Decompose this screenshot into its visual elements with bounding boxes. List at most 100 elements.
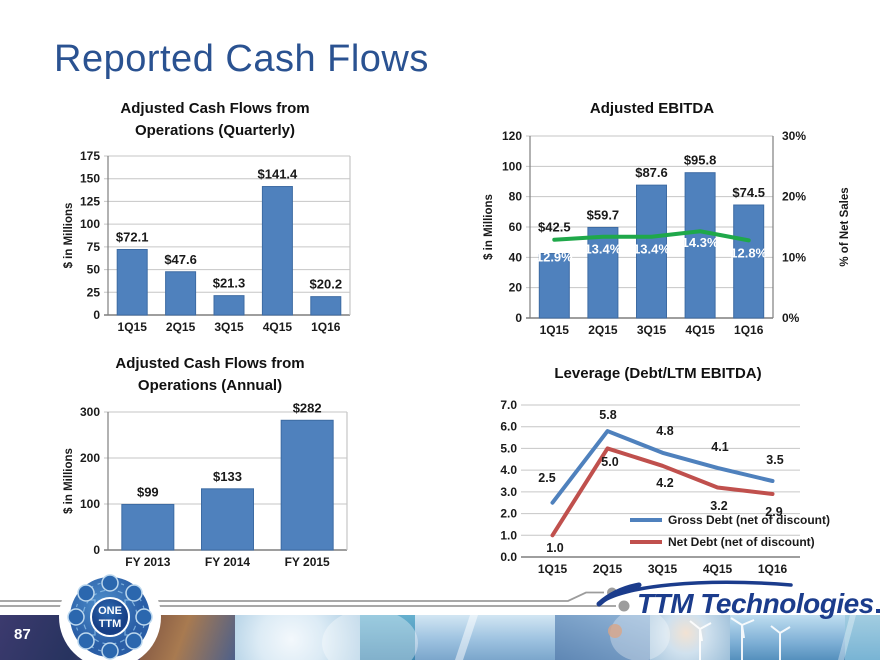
bar <box>684 172 716 319</box>
x-category-label: 4Q15 <box>703 562 733 576</box>
legend-label: Net Debt (net of discount) <box>668 535 815 549</box>
badge-text-ttm: TTM <box>99 618 122 630</box>
chart-cash-flows-annual: 0 100 200 300 Adjusted Cash Flows from Operat… <box>60 350 400 585</box>
y-tick-label: 0 <box>93 308 100 322</box>
y-tick-label: 175 <box>80 149 100 163</box>
line-value-label: 14.3% <box>682 235 719 250</box>
y-tick-label: 125 <box>80 194 100 208</box>
photo-collage <box>0 615 880 660</box>
bar-value-label: $133 <box>213 469 242 484</box>
bar <box>116 248 148 316</box>
point-value-label: 5.0 <box>601 455 618 469</box>
bar <box>280 419 334 551</box>
bar-value-label: $74.5 <box>732 185 765 200</box>
bar <box>121 503 175 551</box>
bar <box>165 271 197 316</box>
bar <box>213 295 245 316</box>
y-tick-label: 25 <box>87 285 101 299</box>
series-line <box>550 446 775 538</box>
adjusted-ebitda-svg: 0 20 40 60 80 100 120 Adjusted EBITDA 1Q15 2Q15 3Q… <box>483 100 851 337</box>
line-value-label: 13.4% <box>584 242 621 257</box>
collage-segment <box>360 615 415 660</box>
y2-axis-title: % of Net Sales <box>839 187 851 266</box>
y-tick-label: 20 <box>509 281 523 295</box>
y-tick-label: 100 <box>502 159 522 173</box>
trace-dot-lower <box>618 600 630 612</box>
x-category-label: 4Q15 <box>685 323 715 337</box>
chart-title: Operations (Annual) <box>138 377 282 394</box>
y-tick-label: 0 <box>515 311 522 325</box>
point-value-label: 4.1 <box>711 440 728 454</box>
y-tick-label: 200 <box>80 451 100 465</box>
x-category-label: 1Q16 <box>758 562 788 576</box>
bar-value-label: $282 <box>293 400 322 415</box>
y-tick-label: 75 <box>87 240 101 254</box>
y-tick-label: 5.0 <box>500 441 517 455</box>
y-tick-label: 4.0 <box>500 463 517 477</box>
bar-value-label: $21.3 <box>213 276 246 291</box>
y-tick-label: 60 <box>509 220 523 234</box>
cash-flows-quarterly-svg: 0 25 50 75 100 125 150 175 Adjusted Cash Flows f… <box>63 100 351 334</box>
y-tick-label: 120 <box>502 129 522 143</box>
bar-value-label: $72.1 <box>116 229 149 244</box>
x-category-label: 2Q15 <box>588 323 618 337</box>
bar-value-label: $141.4 <box>258 167 299 182</box>
x-category-label: 4Q15 <box>263 320 293 334</box>
y-tick-label: 6.0 <box>500 420 517 434</box>
leverage-svg: 0.0 1.0 2.0 3.0 4.0 5.0 6.0 7.0 Leverage (Debt/L… <box>500 365 830 576</box>
bar <box>587 226 619 319</box>
x-category-label: 3Q15 <box>648 562 678 576</box>
y-tick-label: 150 <box>80 172 100 186</box>
x-category-label: FY 2014 <box>205 555 250 569</box>
y-tick-label: 100 <box>80 497 100 511</box>
line-value-label: 13.4% <box>633 242 670 257</box>
collage-segment <box>555 615 650 660</box>
chart-title: Adjusted Cash Flows from <box>120 100 309 117</box>
bar-value-label: $87.6 <box>635 165 668 180</box>
chart-title: Operations (Quarterly) <box>135 122 295 139</box>
line-value-label: 12.9% <box>536 250 573 265</box>
y-tick-label: 100 <box>80 217 100 231</box>
logo-text: TTM Technologies <box>637 588 880 620</box>
divider-line-upper <box>0 591 604 602</box>
bar <box>733 204 765 319</box>
y2-tick-label: 10% <box>782 250 806 264</box>
bar <box>636 184 667 319</box>
bar-value-label: $42.5 <box>538 220 571 235</box>
y-tick-label: 3.0 <box>500 485 517 499</box>
bar-value-label: $95.8 <box>684 153 717 168</box>
chart-title: Leverage (Debt/LTM EBITDA) <box>554 365 761 382</box>
x-category-label: 2Q15 <box>593 562 623 576</box>
point-value-label: 1.0 <box>546 541 563 555</box>
y-axis-title: $ in Millions <box>63 448 75 514</box>
y-tick-label: 1.0 <box>500 528 517 542</box>
bar-value-label: $59.7 <box>587 207 620 222</box>
x-category-label: 1Q15 <box>540 323 570 337</box>
y2-tick-label: 20% <box>782 190 806 204</box>
x-category-label: 3Q15 <box>214 320 244 334</box>
page-title: Reported Cash Flows <box>54 38 429 80</box>
x-category-label: 3Q15 <box>637 323 667 337</box>
y-axis-title: $ in Millions <box>63 203 75 269</box>
point-value-label: 3.5 <box>766 453 783 467</box>
trademark-dot <box>875 609 880 613</box>
x-category-label: FY 2013 <box>125 555 170 569</box>
bar-value-label: $99 <box>137 484 159 499</box>
x-category-label: 1Q16 <box>734 323 764 337</box>
bar <box>310 296 342 316</box>
series-line <box>550 429 775 505</box>
line-value-label: 12.8% <box>730 245 767 260</box>
point-value-label: 4.8 <box>656 424 673 438</box>
x-category-label: 1Q16 <box>311 320 341 334</box>
company-logo: TTM Technologies <box>595 576 880 622</box>
collage-segment <box>235 615 360 660</box>
collage-segment <box>845 615 880 660</box>
x-category-label: 1Q15 <box>538 562 568 576</box>
point-value-label: 3.2 <box>710 499 727 513</box>
collage-segment <box>415 615 555 660</box>
cash-flows-annual-svg: 0 100 200 300 Adjusted Cash Flows from Operat… <box>63 355 348 569</box>
chart-adjusted-ebitda: 0 20 40 60 80 100 120 Adjusted EBITDA 1Q15 2Q15 3Q… <box>470 95 870 345</box>
y-tick-label: 2.0 <box>500 507 517 521</box>
logo-swoosh <box>596 580 793 607</box>
